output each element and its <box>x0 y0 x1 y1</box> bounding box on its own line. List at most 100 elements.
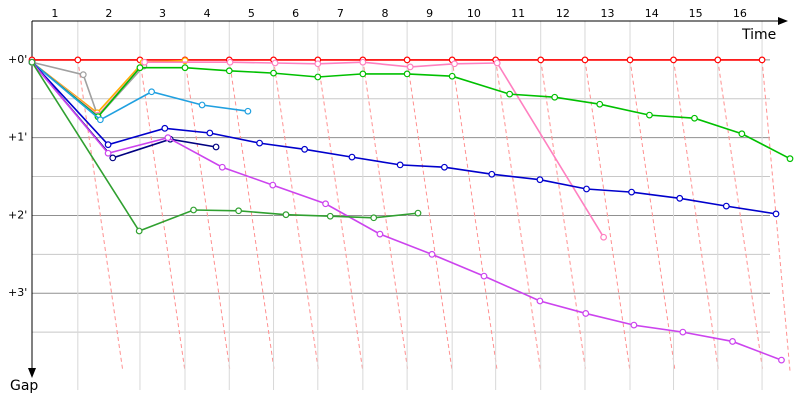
data-point <box>630 321 638 329</box>
x-tick-label: 12 <box>556 7 570 20</box>
x-tick-label: 13 <box>600 7 614 20</box>
data-point <box>301 145 309 153</box>
data-point <box>583 185 590 193</box>
x-axis-label: Time <box>741 27 776 43</box>
data-point <box>778 356 785 364</box>
data-point <box>786 155 794 163</box>
data-point <box>758 56 766 64</box>
data-point <box>135 227 143 235</box>
data-point <box>79 71 87 79</box>
x-axis-arrow <box>778 17 788 25</box>
data-point <box>269 181 277 189</box>
data-point <box>282 211 290 219</box>
data-point <box>212 143 220 151</box>
lap-line <box>139 59 186 372</box>
data-point <box>581 56 589 64</box>
lap-line <box>540 59 587 372</box>
data-point <box>218 163 226 171</box>
lap-line <box>495 59 542 372</box>
data-point <box>451 60 458 68</box>
data-point <box>729 338 736 345</box>
lap-line <box>184 59 231 372</box>
data-point <box>691 114 698 122</box>
x-tick-label: 15 <box>689 7 703 20</box>
data-point <box>235 207 242 215</box>
data-point <box>441 163 448 171</box>
data-point <box>314 73 322 81</box>
data-point <box>480 272 488 280</box>
data-point <box>28 58 36 66</box>
data-point <box>136 64 144 72</box>
data-point <box>493 59 501 67</box>
lap-line <box>77 59 124 372</box>
x-tick-label: 4 <box>204 7 211 20</box>
data-point <box>109 154 117 162</box>
data-point <box>403 56 411 64</box>
data-point <box>96 116 104 124</box>
x-tick-label: 16 <box>733 7 747 20</box>
data-point <box>596 100 604 108</box>
data-point <box>582 310 590 317</box>
data-point <box>376 230 384 238</box>
data-point <box>359 58 367 66</box>
data-point <box>244 107 252 115</box>
data-point <box>270 69 277 77</box>
data-point <box>396 161 404 169</box>
data-point <box>537 56 545 64</box>
data-point <box>722 202 730 210</box>
lap-line <box>584 59 631 372</box>
data-point <box>104 149 112 157</box>
x-tick-label: 11 <box>511 7 525 20</box>
lap-line <box>317 59 364 372</box>
data-point <box>406 63 414 71</box>
x-tick-label: 5 <box>248 7 255 20</box>
data-point <box>714 56 722 64</box>
data-point <box>772 210 780 218</box>
series-line <box>31 61 145 119</box>
data-point <box>506 90 514 98</box>
y-tick-label: +0' <box>8 53 27 66</box>
data-point <box>448 72 456 80</box>
data-point <box>104 141 112 149</box>
data-point <box>488 170 496 178</box>
data-point <box>164 134 172 142</box>
y-tick-label: +2' <box>8 208 27 221</box>
y-tick-label: +1' <box>8 131 27 144</box>
data-point <box>226 58 234 66</box>
data-point <box>148 88 156 96</box>
data-point <box>348 153 356 161</box>
data-point <box>256 139 263 147</box>
data-point <box>326 212 334 220</box>
data-point <box>206 129 214 137</box>
x-tick-label: 14 <box>645 7 659 20</box>
data-point <box>646 111 653 119</box>
series-line <box>31 61 777 215</box>
data-point <box>74 56 82 64</box>
data-point <box>428 250 436 258</box>
series-line <box>31 61 419 232</box>
data-point <box>600 233 608 241</box>
data-point <box>370 214 378 222</box>
data-point <box>676 194 684 202</box>
lap-line <box>717 59 764 372</box>
data-point <box>359 70 367 78</box>
data-point <box>551 93 559 101</box>
data-point <box>161 124 169 132</box>
data-point <box>414 209 422 217</box>
lap-line <box>228 59 275 372</box>
data-point <box>141 58 149 66</box>
x-tick-label: 1 <box>51 7 58 20</box>
x-tick-label: 7 <box>337 7 344 20</box>
data-point <box>322 200 329 208</box>
data-point <box>403 70 411 78</box>
y-axis-label: Gap <box>10 378 38 394</box>
lap-line <box>673 59 720 372</box>
data-point <box>536 176 544 184</box>
lap-line <box>451 59 498 372</box>
data-point <box>225 67 233 75</box>
data-point <box>626 56 634 64</box>
data-point <box>314 60 322 68</box>
data-point <box>738 130 746 138</box>
x-tick-label: 10 <box>467 7 481 20</box>
